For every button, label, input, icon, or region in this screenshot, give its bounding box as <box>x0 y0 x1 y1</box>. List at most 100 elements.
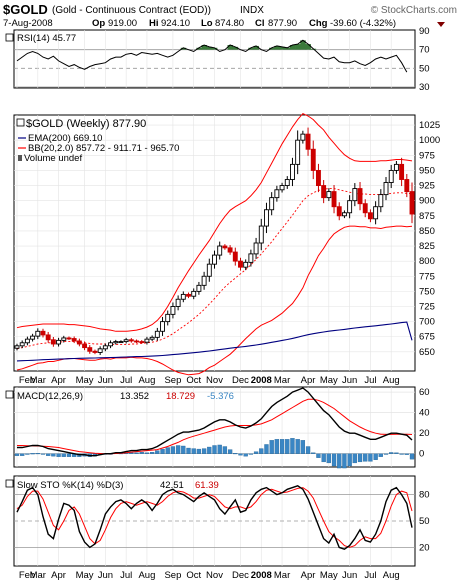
candle-body <box>274 189 280 199</box>
price-tick-label: 1000 <box>419 135 440 146</box>
sto-x-label: Aug <box>383 570 400 581</box>
sto-d-line <box>16 487 413 548</box>
candle-body <box>352 188 358 202</box>
sto-k-value: 42.51 <box>160 480 184 491</box>
rsi-tick-label: 90 <box>419 26 430 37</box>
sto-x-label: Jul <box>120 570 132 581</box>
candle-body <box>144 338 150 343</box>
price-tick-label: 700 <box>419 317 435 328</box>
symbol-text: $GOLD <box>3 2 48 17</box>
close-label: Cl <box>255 18 265 29</box>
macd-hist-bar <box>155 450 160 454</box>
candle-body <box>206 263 212 277</box>
price-tick-label: 850 <box>419 226 435 237</box>
sto-x-label: Jun <box>342 570 357 581</box>
rsi-tick-label: 30 <box>419 82 430 93</box>
rsi-overbought-fill <box>196 47 202 50</box>
price-x-label: Apr <box>301 375 316 386</box>
macd-hist-bar <box>46 453 51 456</box>
macd-hist-bar <box>404 453 409 455</box>
high-label: Hi <box>149 18 159 29</box>
sto-x-label: 2008 <box>251 570 272 581</box>
price-x-label: Jul <box>120 375 132 386</box>
price-tick-label: 900 <box>419 196 435 207</box>
price-tick-label: 725 <box>419 302 435 313</box>
macd-hist-bar <box>326 453 331 464</box>
candle-body <box>24 338 30 344</box>
candle-body <box>404 179 410 193</box>
rsi-overbought-fill <box>289 45 296 50</box>
macd-hist-bar <box>331 453 337 467</box>
macd-tick-label: 60 <box>419 387 430 398</box>
sto-legend-box <box>5 479 14 488</box>
candle-body <box>295 139 301 165</box>
candle-body <box>383 182 389 196</box>
candle-body <box>290 163 295 180</box>
rsi-overbought-fill <box>305 44 311 50</box>
change-label: Chg <box>309 18 328 29</box>
sto-tick-label: 20 <box>419 542 430 553</box>
macd-hist-bar <box>66 453 72 457</box>
bb-upper-line <box>16 112 413 332</box>
macd-tick-label: 0 <box>419 449 424 460</box>
macd-hist-bar <box>233 453 238 455</box>
change-value: -39.60 (-4.32%) <box>330 18 396 29</box>
macd-hist-bar <box>181 445 186 454</box>
candle-body <box>56 339 62 345</box>
price-tick-label: 675 <box>419 332 435 343</box>
sto-x-label: Sep <box>164 570 181 581</box>
price-x-label: Mar <box>274 375 290 386</box>
rsi-overbought-fill <box>180 47 187 50</box>
macd-hist-bar <box>201 448 207 454</box>
rsi-overbought-fill <box>295 44 301 50</box>
volume-legend: Volume undef <box>24 153 82 164</box>
price-x-label: Apr <box>51 375 66 386</box>
macd-legend-label: MACD(12,26,9) <box>17 391 83 402</box>
candle-body <box>139 341 145 344</box>
sto-x-label: Dec <box>232 570 249 581</box>
candle-body <box>66 337 72 340</box>
ema-line <box>16 321 413 362</box>
candle-body <box>388 169 394 183</box>
macd-hist-bar <box>139 451 144 454</box>
macd-hist-value: -5.376 <box>207 391 234 402</box>
macd-hist-bar <box>40 453 46 455</box>
low-label: Lo <box>201 18 213 29</box>
macd-hist-bar <box>253 451 259 454</box>
rsi-overbought-fill <box>253 45 259 50</box>
price-tick-label: 825 <box>419 241 435 252</box>
macd-hist-bar <box>25 453 30 455</box>
candle-body <box>165 313 171 323</box>
price-x-label: Mar <box>30 375 46 386</box>
price-tick-label: 750 <box>419 286 435 297</box>
candle-body <box>399 163 405 180</box>
candle-body <box>279 185 285 191</box>
candle-body <box>92 350 98 353</box>
rsi-overbought-fill <box>284 47 291 50</box>
bb-legend: BB(20,2.0) 857.72 - 911.71 - 965.70 <box>28 143 179 154</box>
candle-body <box>50 339 56 345</box>
price-x-label: Jun <box>342 375 357 386</box>
sto-tick-label: 80 <box>419 490 430 501</box>
price-x-label: Aug <box>138 375 155 386</box>
sto-k-line <box>16 485 413 550</box>
candle-body <box>30 335 36 340</box>
price-x-label: Oct <box>186 375 201 386</box>
candle-body <box>300 133 306 141</box>
sto-x-label: Apr <box>51 570 66 581</box>
candle-body <box>87 347 93 352</box>
candle-body <box>128 339 134 342</box>
candle-body <box>336 206 342 217</box>
candle-body <box>160 321 165 332</box>
macd-hist-bar <box>409 453 415 460</box>
chart-header: $GOLD (Gold - Continuous Contract (EOD))… <box>3 2 457 29</box>
price-x-label: Jun <box>98 375 113 386</box>
candle-body <box>362 203 368 214</box>
macd-hist-bar <box>383 453 389 455</box>
candle-body <box>191 290 197 297</box>
candle-body <box>186 293 191 297</box>
candle-body <box>134 340 139 343</box>
candle-body <box>264 209 269 227</box>
macd-hist-bar <box>373 453 378 460</box>
close-value: 877.90 <box>268 18 297 29</box>
